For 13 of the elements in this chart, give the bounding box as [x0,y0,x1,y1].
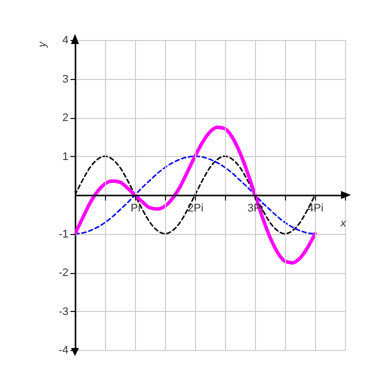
y-tick-label: 2 [62,112,68,124]
x-tick-label: Pi [130,202,140,214]
y-tick-label: 4 [62,34,68,46]
y-tick-label: -4 [58,344,68,356]
y-tick-label: -3 [58,306,68,318]
y-tick-label: -2 [58,267,68,279]
y-tick-label: -1 [58,228,68,240]
x-tick-label: 2Pi [188,202,204,214]
x-tick-label: 4Pi [308,202,324,214]
y-tick-label: 1 [62,150,68,163]
x-axis-title: x [340,218,346,230]
y-tick-label: 3 [62,73,68,86]
y-axis-title: y [36,40,48,48]
